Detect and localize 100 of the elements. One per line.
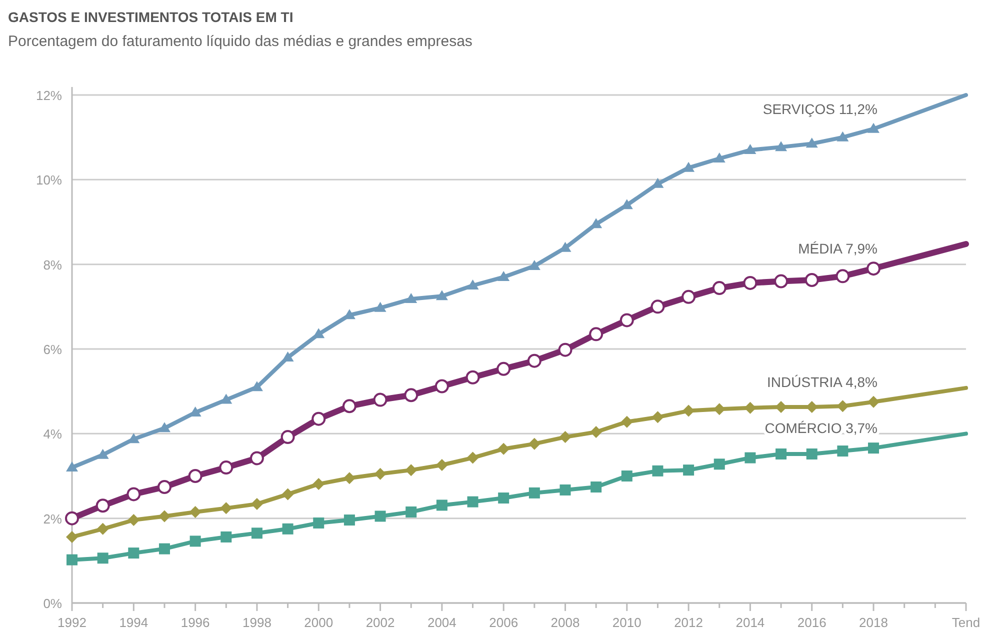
x-tick-label: 2018 bbox=[859, 615, 888, 630]
point bbox=[96, 522, 109, 535]
point bbox=[282, 351, 294, 362]
x-tick-label: 2016 bbox=[797, 615, 826, 630]
point bbox=[650, 300, 665, 314]
x-tick-label: 1996 bbox=[180, 615, 210, 630]
x-tick-label: 2004 bbox=[427, 615, 456, 630]
x-tick-label: 1992 bbox=[58, 615, 86, 630]
point bbox=[158, 543, 170, 554]
point bbox=[374, 468, 386, 480]
point bbox=[683, 464, 694, 476]
point bbox=[498, 492, 510, 504]
point bbox=[528, 438, 540, 450]
point bbox=[712, 281, 726, 296]
y-tick-label: 10% bbox=[36, 172, 62, 188]
series-label: INDÚSTRIA 4,8% bbox=[767, 374, 878, 390]
point bbox=[220, 502, 232, 514]
x-tick-label: 1994 bbox=[119, 615, 148, 630]
x-tick-label: 2012 bbox=[674, 615, 704, 630]
point bbox=[836, 269, 850, 284]
point bbox=[804, 272, 819, 287]
point bbox=[652, 465, 664, 476]
point bbox=[744, 452, 756, 464]
point bbox=[743, 276, 758, 290]
chart-title: GASTOS E INVESTIMENTOS TOTAIS EM TI bbox=[8, 9, 294, 25]
point bbox=[313, 517, 324, 528]
point bbox=[590, 482, 602, 493]
point bbox=[836, 131, 849, 142]
x-tick-label: Tend bbox=[952, 615, 980, 630]
point bbox=[806, 448, 818, 460]
series-label: COMÉRCIO 3,7% bbox=[764, 420, 878, 436]
point bbox=[373, 392, 388, 407]
point bbox=[467, 496, 478, 508]
y-tick-label: 12% bbox=[36, 88, 62, 103]
point bbox=[806, 138, 818, 148]
point bbox=[188, 469, 202, 483]
x-tick-label: 2008 bbox=[550, 615, 580, 630]
x-tick-label: 2006 bbox=[489, 615, 518, 630]
point bbox=[775, 141, 788, 152]
point bbox=[190, 536, 201, 547]
point bbox=[312, 478, 325, 490]
point bbox=[682, 290, 696, 304]
point bbox=[250, 381, 263, 392]
point bbox=[866, 262, 881, 276]
point bbox=[312, 412, 326, 426]
point bbox=[66, 554, 78, 566]
point bbox=[620, 416, 633, 428]
point bbox=[342, 399, 356, 414]
point bbox=[868, 122, 880, 133]
point bbox=[559, 431, 572, 444]
point bbox=[219, 460, 234, 475]
y-tick-label: 0% bbox=[43, 596, 62, 611]
point bbox=[374, 510, 386, 522]
point bbox=[621, 470, 632, 482]
series-label: SERVIÇOS 11,2% bbox=[762, 100, 878, 117]
point bbox=[466, 452, 479, 464]
point bbox=[128, 548, 140, 559]
point bbox=[590, 426, 602, 438]
point bbox=[868, 442, 880, 454]
point bbox=[528, 487, 540, 498]
point bbox=[65, 511, 79, 526]
point bbox=[158, 510, 170, 522]
point bbox=[250, 498, 263, 510]
x-tick-label: 2000 bbox=[304, 615, 334, 630]
point bbox=[405, 293, 418, 304]
point bbox=[96, 448, 109, 459]
point bbox=[436, 500, 448, 511]
point bbox=[434, 379, 449, 394]
point bbox=[220, 531, 232, 542]
point bbox=[744, 144, 756, 154]
point bbox=[527, 354, 542, 368]
point bbox=[774, 274, 788, 288]
point bbox=[250, 451, 264, 466]
point bbox=[66, 530, 78, 543]
point bbox=[498, 442, 510, 455]
series-label: MÉDIA 7,9% bbox=[798, 240, 878, 257]
point bbox=[158, 422, 170, 432]
point bbox=[282, 523, 294, 534]
x-tick-label: 2014 bbox=[736, 615, 765, 630]
point bbox=[97, 552, 108, 564]
point bbox=[128, 514, 140, 526]
point bbox=[126, 487, 141, 502]
point bbox=[404, 388, 418, 402]
point bbox=[466, 280, 479, 290]
y-tick-label: 6% bbox=[43, 342, 62, 357]
x-tick-label: 2002 bbox=[366, 615, 395, 630]
y-tick-label: 2% bbox=[43, 511, 62, 526]
point bbox=[558, 342, 572, 357]
x-tick-label: 2010 bbox=[612, 615, 642, 630]
point bbox=[189, 506, 202, 518]
point bbox=[652, 411, 664, 424]
point bbox=[560, 484, 571, 496]
y-tick-label: 8% bbox=[43, 257, 62, 272]
point bbox=[343, 472, 356, 484]
chart-subtitle: Porcentagem do faturamento líquido das médias e grandes empresas bbox=[8, 33, 472, 50]
point bbox=[220, 394, 232, 404]
point bbox=[713, 152, 726, 162]
y-tick-label: 4% bbox=[43, 426, 62, 442]
point bbox=[436, 458, 448, 471]
point bbox=[837, 446, 848, 457]
